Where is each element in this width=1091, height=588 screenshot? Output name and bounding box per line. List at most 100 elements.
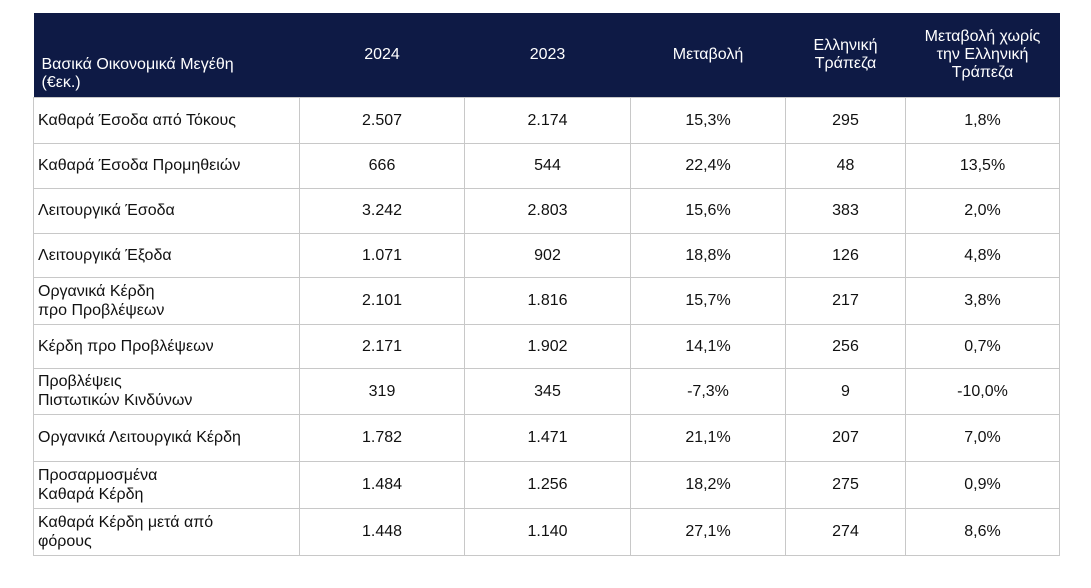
- table-row: Προβλέψεις Πιστωτικών Κινδύνων 319 345 -…: [33, 367, 1060, 415]
- header-hellenic-bank-line-1: Ελληνική: [813, 36, 878, 54]
- row-label: Λειτουργικά Έξοδα: [33, 232, 300, 278]
- value-hellenic-bank: 295: [785, 96, 906, 144]
- row-label: Καθαρά Κέρδη μετά από φόρους: [33, 507, 300, 556]
- value-2024: 1.071: [299, 232, 465, 278]
- row-label-line: Καθαρά Έσοδα Προμηθειών: [38, 157, 241, 174]
- value-2024: 2.171: [299, 323, 465, 369]
- header-hellenic-bank-line-2: Τράπεζα: [814, 54, 877, 72]
- row-label: Προσαρμοσμένα Καθαρά Κέρδη: [33, 460, 300, 509]
- value-2024: 2.507: [299, 96, 465, 144]
- table-row: Καθαρά Έσοδα Προμηθειών 666 544 22,4% 48…: [33, 142, 1060, 189]
- value-2023: 1.471: [464, 413, 631, 462]
- value-hellenic-bank: 48: [785, 142, 906, 189]
- value-2024: 1.782: [299, 413, 465, 462]
- value-change: 21,1%: [630, 413, 786, 462]
- row-label-line: φόρους: [38, 532, 92, 550]
- row-label-line: Προβλέψεις: [38, 373, 122, 390]
- row-label-line: Καθαρά Κέρδη μετά από: [38, 513, 214, 531]
- value-change: 14,1%: [630, 323, 786, 369]
- row-label-line: Λειτουργικά Έσοδα: [38, 202, 175, 219]
- table-row: Προσαρμοσμένα Καθαρά Κέρδη 1.484 1.256 1…: [33, 460, 1060, 509]
- value-hellenic-bank: 207: [785, 413, 906, 462]
- header-row: Βασικά Οικονομικά Μεγέθη (€εκ.) 2024 202…: [33, 13, 1060, 97]
- table-row: Οργανικά Λειτουργικά Κέρδη 1.782 1.471 2…: [33, 413, 1060, 462]
- value-change-excl: 0,7%: [905, 323, 1060, 369]
- value-hellenic-bank: 275: [785, 460, 906, 509]
- table-row: Καθαρά Έσοδα από Τόκους 2.507 2.174 15,3…: [33, 96, 1060, 144]
- table-body: Καθαρά Έσοδα από Τόκους 2.507 2.174 15,3…: [33, 96, 1060, 556]
- value-change-excl: 0,9%: [905, 460, 1060, 509]
- row-label: Οργανικά Κέρδη προ Προβλέψεων: [33, 276, 300, 325]
- row-label-line: Προσαρμοσμένα: [38, 466, 158, 484]
- value-change-excl: -10,0%: [905, 367, 1060, 415]
- row-label-line: Οργανικά Λειτουργικά Κέρδη: [38, 429, 241, 446]
- value-2024: 3.242: [299, 187, 465, 234]
- value-change-excl: 13,5%: [905, 142, 1060, 189]
- row-label: Καθαρά Έσοδα Προμηθειών: [33, 142, 300, 189]
- value-2024: 1.484: [299, 460, 465, 509]
- value-2023: 345: [464, 367, 631, 415]
- header-label-column: Βασικά Οικονομικά Μεγέθη (€εκ.): [33, 13, 300, 97]
- value-change-excl: 3,8%: [905, 276, 1060, 325]
- value-2024: 1.448: [299, 507, 465, 556]
- value-hellenic-bank: 274: [785, 507, 906, 556]
- value-change: -7,3%: [630, 367, 786, 415]
- row-label-line: Καθαρά Κέρδη: [38, 485, 144, 503]
- row-label: Λειτουργικά Έσοδα: [33, 187, 300, 234]
- header-change-excl-line-3: Τράπεζα: [951, 63, 1014, 81]
- value-change-excl: 1,8%: [905, 96, 1060, 144]
- row-label: Καθαρά Έσοδα από Τόκους: [33, 96, 300, 144]
- value-hellenic-bank: 9: [785, 367, 906, 415]
- value-change-excl: 8,6%: [905, 507, 1060, 556]
- header-hellenic-bank: Ελληνική Τράπεζα: [785, 13, 906, 97]
- row-label-line: Λειτουργικά Έξοδα: [38, 246, 172, 264]
- value-change-excl: 2,0%: [905, 187, 1060, 234]
- row-label: Προβλέψεις Πιστωτικών Κινδύνων: [33, 367, 300, 415]
- row-label: Οργανικά Λειτουργικά Κέρδη: [33, 413, 300, 462]
- header-label-line-2: (€εκ.): [41, 73, 81, 91]
- row-label-line: Κέρδη προ Προβλέψεων: [38, 337, 214, 355]
- value-change: 27,1%: [630, 507, 786, 556]
- value-change: 18,2%: [630, 460, 786, 509]
- header-year-2024: 2024: [299, 13, 465, 97]
- table-row: Καθαρά Κέρδη μετά από φόρους 1.448 1.140…: [33, 507, 1060, 556]
- table-header: Βασικά Οικονομικά Μεγέθη (€εκ.) 2024 202…: [33, 13, 1060, 97]
- row-label-line: Καθαρά Έσοδα από Τόκους: [38, 111, 237, 129]
- value-change: 15,7%: [630, 276, 786, 325]
- financial-figures-table: Βασικά Οικονομικά Μεγέθη (€εκ.) 2024 202…: [33, 13, 1060, 556]
- value-change-excl: 4,8%: [905, 232, 1060, 278]
- table-row: Λειτουργικά Έσοδα 3.242 2.803 15,6% 383 …: [33, 187, 1060, 234]
- value-2024: 319: [299, 367, 465, 415]
- header-change-excl-line-1: Μεταβολή χωρίς: [924, 27, 1041, 45]
- table-row: Οργανικά Κέρδη προ Προβλέψεων 2.101 1.81…: [33, 276, 1060, 325]
- value-change: 18,8%: [630, 232, 786, 278]
- row-label-line: Πιστωτικών Κινδύνων: [38, 392, 193, 409]
- value-2023: 1.256: [464, 460, 631, 509]
- header-change: Μεταβολή: [630, 13, 786, 97]
- value-change: 22,4%: [630, 142, 786, 189]
- value-2023: 1.902: [464, 323, 631, 369]
- value-change-excl: 7,0%: [905, 413, 1060, 462]
- value-2023: 902: [464, 232, 631, 278]
- value-2023: 1.140: [464, 507, 631, 556]
- table-row: Κέρδη προ Προβλέψεων 2.171 1.902 14,1% 2…: [33, 323, 1060, 369]
- value-change: 15,3%: [630, 96, 786, 144]
- value-2023: 544: [464, 142, 631, 189]
- value-hellenic-bank: 383: [785, 187, 906, 234]
- header-change-excl-line-2: την Ελληνική: [936, 45, 1029, 63]
- value-2024: 666: [299, 142, 465, 189]
- row-label-line: Οργανικά Κέρδη: [38, 282, 155, 300]
- value-2024: 2.101: [299, 276, 465, 325]
- header-change-excl-hellenic: Μεταβολή χωρίς την Ελληνική Τράπεζα: [905, 13, 1060, 97]
- value-2023: 2.174: [464, 96, 631, 144]
- row-label: Κέρδη προ Προβλέψεων: [33, 323, 300, 369]
- header-label-line-1: Βασικά Οικονομικά Μεγέθη: [41, 55, 234, 73]
- value-hellenic-bank: 126: [785, 232, 906, 278]
- value-change: 15,6%: [630, 187, 786, 234]
- value-2023: 1.816: [464, 276, 631, 325]
- header-year-2023: 2023: [464, 13, 631, 97]
- table-row: Λειτουργικά Έξοδα 1.071 902 18,8% 126 4,…: [33, 232, 1060, 278]
- value-hellenic-bank: 217: [785, 276, 906, 325]
- value-2023: 2.803: [464, 187, 631, 234]
- value-hellenic-bank: 256: [785, 323, 906, 369]
